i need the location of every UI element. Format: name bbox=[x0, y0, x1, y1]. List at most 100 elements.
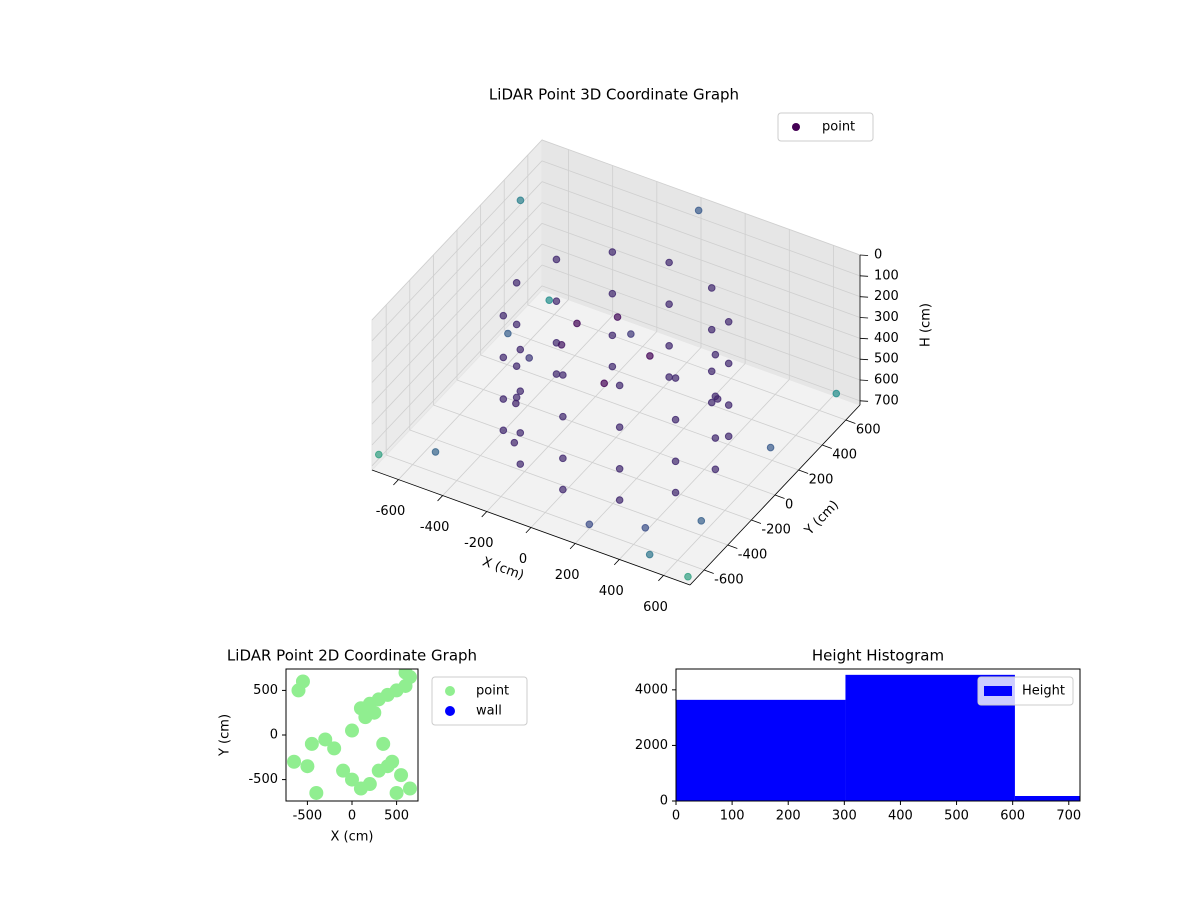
y-tick-label: 0 bbox=[270, 728, 278, 743]
grid-line bbox=[371, 285, 543, 467]
point bbox=[402, 781, 417, 796]
point bbox=[613, 313, 622, 321]
point bbox=[510, 438, 519, 447]
point bbox=[309, 785, 324, 800]
point bbox=[374, 450, 383, 459]
point bbox=[559, 454, 567, 463]
tick-mark bbox=[798, 469, 809, 474]
point bbox=[499, 353, 508, 362]
point bbox=[766, 443, 775, 452]
z-axis-label: H (cm) bbox=[919, 303, 934, 347]
legend-marker bbox=[445, 706, 455, 716]
y-tick-label: 200 bbox=[809, 473, 834, 488]
y-tick-label: -400 bbox=[738, 548, 768, 563]
y-tick-label: 2000 bbox=[635, 738, 668, 753]
tick-mark bbox=[569, 543, 576, 550]
tick-mark bbox=[859, 275, 869, 277]
point bbox=[665, 258, 673, 267]
x-tick-label: 600 bbox=[643, 600, 668, 615]
point bbox=[671, 374, 680, 382]
tick-mark bbox=[859, 379, 869, 381]
point bbox=[615, 496, 624, 504]
point bbox=[615, 423, 624, 431]
y-tick-label: -500 bbox=[248, 772, 278, 787]
x-tick-label: 500 bbox=[384, 809, 409, 824]
grid-line bbox=[541, 181, 861, 298]
point bbox=[559, 371, 567, 379]
legend-marker bbox=[445, 686, 455, 696]
point bbox=[512, 399, 520, 408]
grid-line bbox=[541, 243, 861, 360]
point bbox=[304, 736, 319, 751]
legend-box bbox=[431, 676, 528, 726]
z-tick-label: 100 bbox=[874, 268, 899, 283]
point bbox=[516, 345, 525, 354]
x-tick-label: 700 bbox=[1056, 809, 1081, 824]
grid-line bbox=[504, 329, 823, 446]
grid-line bbox=[371, 243, 543, 425]
grid-line bbox=[386, 454, 705, 571]
point bbox=[336, 763, 351, 778]
x-tick-label: 200 bbox=[555, 568, 580, 583]
point bbox=[512, 320, 521, 329]
point bbox=[713, 395, 722, 403]
tick-mark bbox=[525, 527, 532, 534]
axes-frame bbox=[675, 668, 1081, 802]
grid-line bbox=[371, 160, 543, 342]
grid-line bbox=[409, 429, 728, 546]
grid-line bbox=[480, 354, 799, 471]
grid-line bbox=[456, 379, 776, 496]
x-tick-label: -200 bbox=[464, 536, 494, 551]
point bbox=[291, 683, 306, 698]
point bbox=[665, 373, 673, 381]
point bbox=[345, 772, 359, 787]
x-tick-label: 0 bbox=[519, 552, 527, 567]
grid-line bbox=[371, 181, 543, 362]
x-tick-label: -500 bbox=[293, 809, 323, 824]
point bbox=[600, 379, 608, 388]
point bbox=[516, 387, 525, 395]
y-tick-label: -600 bbox=[714, 573, 744, 588]
tick-mark bbox=[774, 494, 785, 499]
x-tick-label: 400 bbox=[888, 809, 913, 824]
x-tick-label: -600 bbox=[376, 504, 406, 519]
z-tick-label: 0 bbox=[874, 248, 882, 263]
chart-title: LiDAR Point 2D Coordinate Graph bbox=[227, 647, 477, 665]
point bbox=[615, 465, 624, 473]
point bbox=[671, 488, 680, 497]
point bbox=[684, 572, 692, 581]
point bbox=[707, 284, 716, 292]
tick-mark bbox=[658, 575, 664, 582]
tick-mark bbox=[859, 400, 869, 402]
point bbox=[608, 289, 617, 298]
legend-label: point bbox=[822, 120, 855, 135]
legend-label: Height bbox=[1022, 684, 1065, 699]
legend-marker bbox=[792, 123, 800, 131]
point bbox=[552, 255, 561, 264]
grid-line bbox=[371, 202, 543, 383]
tick-mark bbox=[751, 519, 762, 524]
point bbox=[552, 297, 561, 305]
point bbox=[645, 550, 654, 559]
y-axis-label: Y (cm) bbox=[218, 714, 233, 757]
tick-mark bbox=[704, 569, 714, 574]
grid-line bbox=[433, 404, 752, 521]
x-tick-label: 100 bbox=[720, 809, 745, 824]
point bbox=[512, 362, 521, 370]
point bbox=[665, 300, 673, 308]
point bbox=[545, 296, 553, 304]
point bbox=[557, 340, 566, 349]
legend-box bbox=[777, 112, 874, 142]
tick-mark bbox=[859, 317, 869, 319]
point bbox=[707, 398, 716, 407]
y-tick-label: -200 bbox=[761, 523, 791, 538]
point bbox=[627, 330, 635, 338]
grid-line bbox=[541, 202, 861, 318]
point bbox=[711, 434, 720, 442]
point bbox=[504, 329, 512, 338]
point bbox=[707, 367, 716, 376]
x-tick-label: -400 bbox=[420, 520, 450, 535]
tick-mark bbox=[437, 495, 443, 502]
point bbox=[559, 485, 567, 494]
